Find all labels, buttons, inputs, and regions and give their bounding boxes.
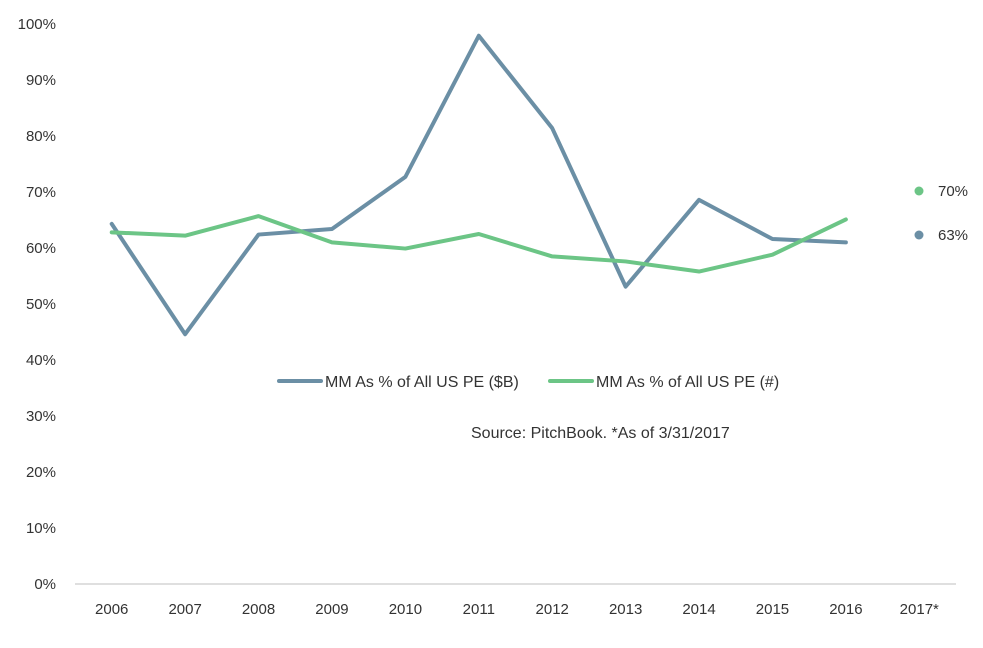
endpoint-label: 70%: [938, 183, 968, 200]
legend-label: MM As % of All US PE ($B): [325, 374, 519, 391]
y-axis-labels: 0% 10% 20% 30% 40% 50% 60% 70% 80% 90% 100%: [18, 16, 56, 593]
x-tick-label: 2011: [463, 601, 495, 618]
x-tick-label: 2016: [829, 601, 862, 618]
x-tick-label: 2017*: [900, 601, 939, 618]
x-tick-label: 2007: [168, 601, 201, 618]
x-tick-label: 2012: [536, 601, 569, 618]
x-tick-label: 2008: [242, 601, 275, 618]
legend: MM As % of All US PE ($B) MM As % of All …: [277, 374, 779, 391]
y-tick-label: 100%: [18, 16, 56, 33]
y-tick-label: 60%: [26, 240, 56, 257]
x-tick-label: 2015: [756, 601, 789, 618]
x-tick-label: 2006: [95, 601, 128, 618]
y-tick-label: 30%: [26, 408, 56, 425]
source-note: Source: PitchBook. *As of 3/31/2017: [471, 425, 730, 442]
endpoint-markers: 70% 63%: [914, 183, 968, 244]
y-tick-label: 80%: [26, 128, 56, 145]
series-line: [109, 214, 848, 274]
y-tick-label: 40%: [26, 352, 56, 369]
y-tick-label: 10%: [26, 520, 56, 537]
y-tick-label: 0%: [34, 576, 56, 593]
y-tick-label: 70%: [26, 184, 56, 201]
endpoint-marker: [914, 230, 924, 240]
y-tick-label: 90%: [26, 72, 56, 89]
x-axis-labels: 2006 2007 2008 2009 2010 2011 2012 2013 2014 2015…: [95, 601, 939, 618]
x-tick-label: 2009: [315, 601, 348, 618]
y-tick-label: 50%: [26, 296, 56, 313]
endpoint-label: 63%: [938, 227, 968, 244]
series-lines: [109, 33, 848, 337]
endpoint-marker: [914, 186, 924, 196]
x-tick-label: 2014: [682, 601, 715, 618]
y-tick-label: 20%: [26, 464, 56, 481]
series-line: [109, 33, 848, 337]
x-tick-label: 2010: [389, 601, 422, 618]
legend-label: MM As % of All US PE (#): [596, 374, 779, 391]
x-tick-label: 2013: [609, 601, 642, 618]
